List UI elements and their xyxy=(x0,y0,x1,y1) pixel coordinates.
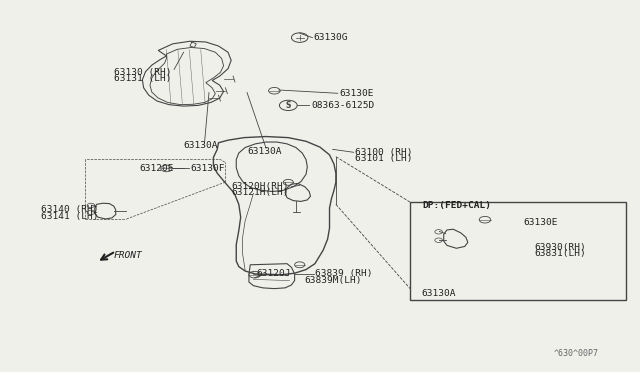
Text: 63140 (RH): 63140 (RH) xyxy=(41,205,99,214)
Text: 63130A: 63130A xyxy=(184,141,218,150)
Text: 63831(LH): 63831(LH) xyxy=(534,249,586,258)
Text: 08363-6125D: 08363-6125D xyxy=(312,101,375,110)
Text: 63120J: 63120J xyxy=(257,269,291,279)
Text: 63130E: 63130E xyxy=(339,89,374,98)
Text: ^630^00P7: ^630^00P7 xyxy=(554,349,598,358)
Text: 63120E: 63120E xyxy=(139,164,173,173)
Text: FRONT: FRONT xyxy=(114,251,143,260)
Text: 63100 (RH): 63100 (RH) xyxy=(355,148,412,157)
Text: DP:(FED+CAL): DP:(FED+CAL) xyxy=(423,201,492,209)
Text: 63101 (LH): 63101 (LH) xyxy=(355,154,412,163)
Text: 63130 (RH): 63130 (RH) xyxy=(114,68,172,77)
Text: 63141 (LH): 63141 (LH) xyxy=(41,212,99,221)
Text: S: S xyxy=(285,101,291,110)
Text: 63130A: 63130A xyxy=(422,289,456,298)
Text: 63131 (LH): 63131 (LH) xyxy=(114,74,172,83)
Text: 63121H(LH): 63121H(LH) xyxy=(231,188,289,197)
Text: 63930(RH): 63930(RH) xyxy=(534,243,586,252)
Text: 63130A: 63130A xyxy=(247,147,282,156)
Bar xyxy=(410,202,626,300)
Text: 63839 (RH): 63839 (RH) xyxy=(315,269,372,279)
Text: 63839M(LH): 63839M(LH) xyxy=(305,276,362,285)
Text: 63130G: 63130G xyxy=(314,33,348,42)
Text: 63120H(RH): 63120H(RH) xyxy=(231,182,289,191)
Text: 63130E: 63130E xyxy=(523,218,557,227)
Text: 63130F: 63130F xyxy=(190,164,225,173)
